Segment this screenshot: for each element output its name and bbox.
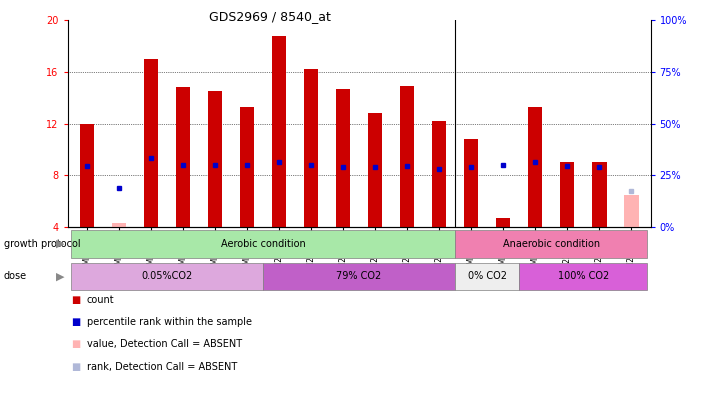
Bar [263, 263, 455, 290]
Bar [432, 121, 447, 227]
Bar [464, 139, 479, 227]
Text: Aerobic condition: Aerobic condition [220, 239, 305, 249]
Bar [519, 263, 647, 290]
Bar [560, 162, 574, 227]
Bar [176, 87, 190, 227]
Bar [496, 218, 510, 227]
Bar [336, 89, 351, 227]
Text: ■: ■ [71, 295, 80, 305]
Text: value, Detection Call = ABSENT: value, Detection Call = ABSENT [87, 339, 242, 349]
Text: rank, Detection Call = ABSENT: rank, Detection Call = ABSENT [87, 362, 237, 371]
Text: 79% CO2: 79% CO2 [336, 271, 382, 281]
Bar [592, 162, 606, 227]
Text: ■: ■ [71, 339, 80, 349]
Bar [455, 230, 647, 258]
Bar [368, 113, 383, 227]
Bar [455, 263, 519, 290]
Text: 100% CO2: 100% CO2 [557, 271, 609, 281]
Text: count: count [87, 295, 114, 305]
Text: 0.05%CO2: 0.05%CO2 [141, 271, 193, 281]
Text: ■: ■ [71, 317, 80, 327]
Bar [112, 223, 126, 227]
Bar [624, 194, 638, 227]
Bar [144, 59, 158, 227]
Bar [272, 36, 287, 227]
Text: Anaerobic condition: Anaerobic condition [503, 239, 600, 249]
Text: ■: ■ [71, 362, 80, 371]
Bar [80, 124, 94, 227]
Text: ▶: ▶ [55, 271, 64, 281]
Text: growth protocol: growth protocol [4, 239, 80, 249]
Text: GDS2969 / 8540_at: GDS2969 / 8540_at [209, 10, 331, 23]
Text: 0% CO2: 0% CO2 [468, 271, 507, 281]
Bar [240, 107, 254, 227]
Bar [208, 91, 222, 227]
Text: percentile rank within the sample: percentile rank within the sample [87, 317, 252, 327]
Bar [528, 107, 542, 227]
Text: dose: dose [4, 271, 27, 281]
Text: ▶: ▶ [55, 239, 64, 249]
Bar [400, 86, 415, 227]
Bar [304, 69, 319, 227]
Bar [71, 230, 455, 258]
Bar [71, 263, 263, 290]
